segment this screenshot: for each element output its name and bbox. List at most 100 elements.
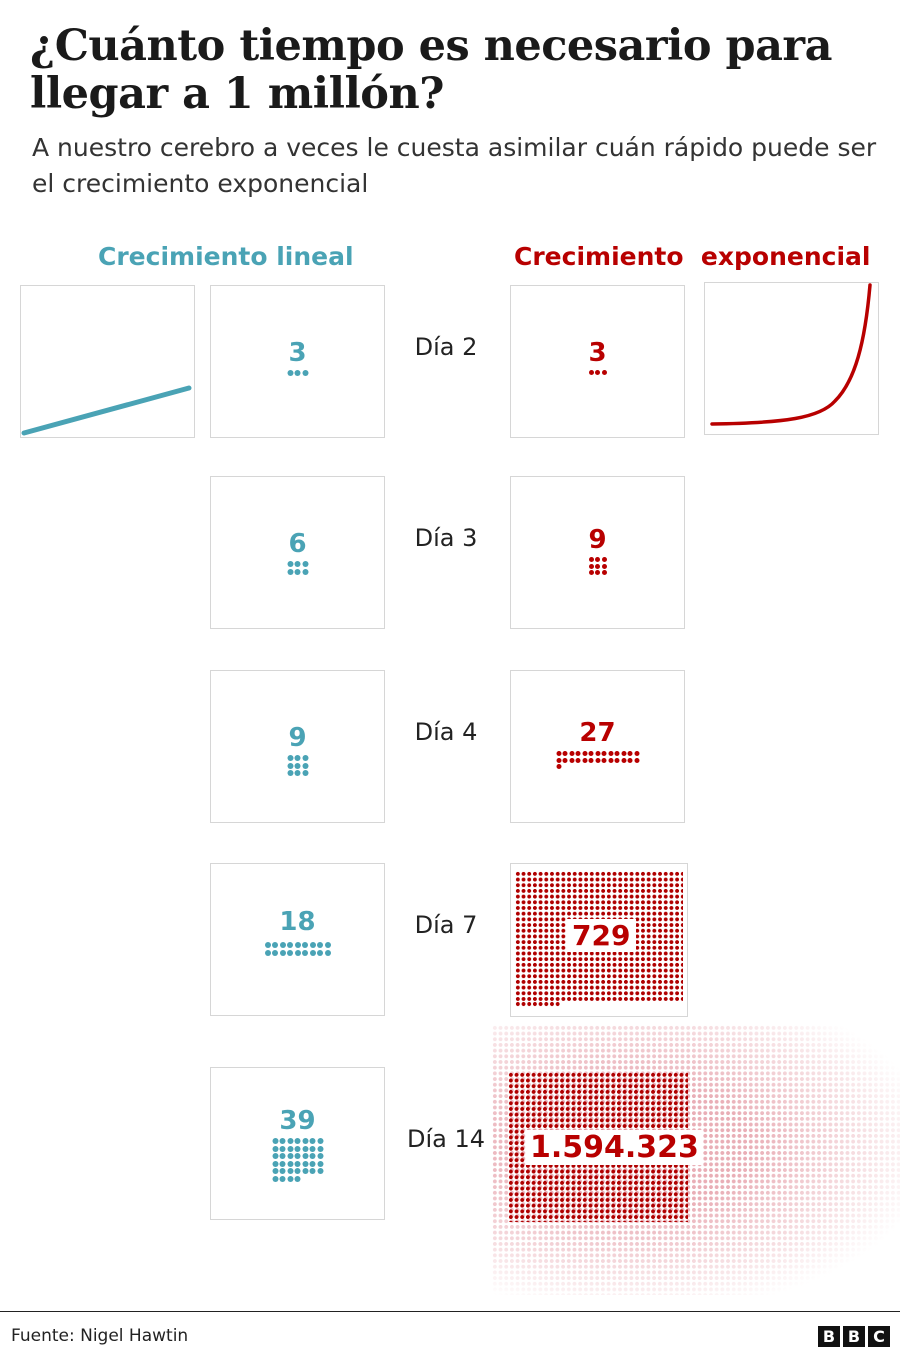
dot [287, 1138, 293, 1144]
exponential-day-box: 9 [510, 476, 685, 629]
dot [279, 1160, 286, 1167]
dot [302, 762, 308, 769]
exponential-header: Crecimiento exponencial [514, 242, 871, 271]
dot [279, 942, 286, 948]
dot [272, 1138, 278, 1144]
dot [569, 757, 574, 763]
dot [317, 942, 323, 948]
exponential-dot-remainder [515, 1001, 561, 1007]
dot [294, 1168, 301, 1174]
dot [279, 1153, 286, 1159]
dot [287, 949, 293, 956]
exponential-count: 729 [566, 919, 637, 952]
dot [279, 1145, 286, 1152]
dot [595, 570, 600, 575]
dot [294, 568, 301, 575]
linear-curve-box [20, 285, 195, 438]
day-label: Día 4 [414, 718, 478, 746]
dot [287, 1168, 293, 1174]
dot [279, 1138, 286, 1144]
dot [272, 1145, 278, 1152]
linear-day-box: 9 [210, 670, 385, 823]
dot [294, 1145, 301, 1152]
dot [317, 949, 323, 956]
dot [294, 762, 301, 769]
dot [302, 561, 308, 567]
dot [272, 1160, 278, 1167]
dot [287, 755, 293, 761]
day-label: Día 3 [414, 524, 478, 552]
dot [575, 757, 581, 763]
footer-divider [0, 1311, 900, 1312]
dot [294, 1153, 301, 1159]
exponential-day-box: 3 [510, 285, 685, 438]
dot [601, 563, 607, 569]
dot [279, 1175, 286, 1182]
dot [317, 1138, 323, 1144]
linear-count: 6 [288, 529, 307, 559]
dot [621, 751, 626, 756]
dot [302, 1138, 308, 1144]
subtitle: A nuestro cerebro a veces le cuesta asim… [32, 133, 877, 198]
dot [309, 942, 316, 948]
exponential-count: 1.594.323 [526, 1130, 703, 1165]
linear-count: 9 [288, 723, 307, 753]
dot [309, 1153, 316, 1159]
linear-count: 18 [279, 907, 316, 937]
dot [294, 942, 301, 948]
dot [302, 1160, 308, 1167]
linear-curve [21, 385, 192, 436]
dot [294, 561, 301, 567]
linear-dots [287, 370, 308, 376]
dot [317, 1145, 323, 1152]
dot [556, 764, 561, 769]
linear-dots [264, 942, 331, 956]
dot [634, 757, 639, 763]
linear-header: Crecimiento lineal [98, 242, 354, 271]
dot [317, 1160, 323, 1167]
exponential-count: 27 [579, 718, 616, 748]
dot [302, 370, 308, 376]
exponential-dots [588, 557, 607, 575]
dot [302, 1145, 308, 1152]
dot [272, 1153, 278, 1159]
dot [302, 942, 308, 948]
dot [588, 370, 594, 375]
page-title: ¿Cuánto tiempo es necesario para llegar … [30, 21, 832, 119]
dot [287, 561, 293, 567]
dot [287, 1145, 293, 1152]
dot [582, 751, 587, 756]
dot [627, 751, 633, 756]
dot [287, 762, 293, 769]
dot [601, 757, 607, 763]
dot [595, 757, 600, 763]
dot [264, 942, 271, 948]
dot [287, 770, 293, 776]
dot [294, 770, 301, 776]
exponential-day-box: 729 [510, 863, 688, 1017]
dot [582, 757, 587, 763]
dot [601, 557, 607, 562]
dot [309, 1168, 316, 1174]
linear-day-box: 6 [210, 476, 385, 629]
exponential-curve-box [704, 282, 879, 435]
dot [595, 751, 600, 756]
exponential-count: 3 [588, 338, 607, 368]
linear-count: 39 [279, 1106, 316, 1136]
dot [601, 370, 607, 375]
dot [562, 757, 568, 763]
dot [294, 1175, 301, 1182]
linear-day-box: 18 [210, 863, 385, 1016]
exponential-dots [588, 370, 607, 375]
linear-dots [287, 755, 308, 776]
exponential-curve [710, 283, 872, 426]
dot [595, 370, 600, 375]
dot [294, 1160, 301, 1167]
dot [588, 570, 594, 575]
dot [608, 751, 613, 756]
dot [569, 751, 574, 756]
linear-dots [287, 561, 308, 575]
dot [287, 370, 293, 376]
linear-day-box: 3 [210, 285, 385, 438]
linear-count: 3 [288, 338, 307, 368]
